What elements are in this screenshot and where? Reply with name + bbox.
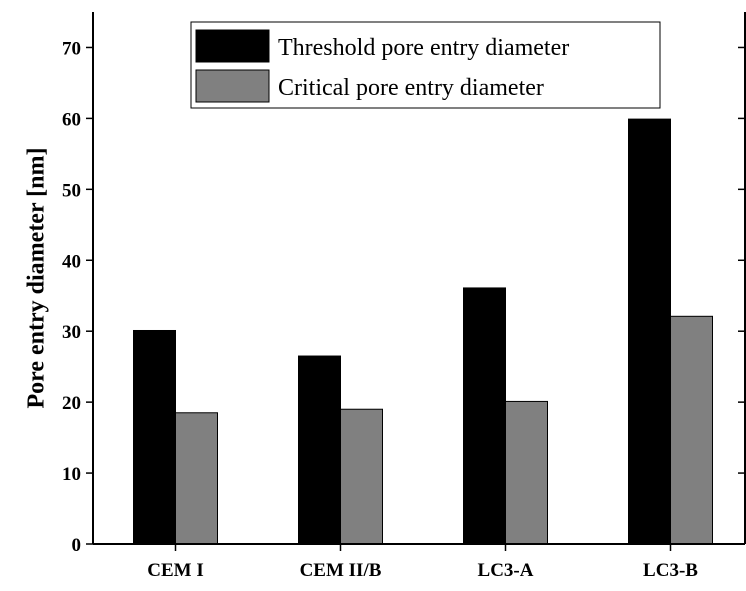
bar [298,355,341,545]
legend-label: Threshold pore entry diameter [278,35,569,61]
bar [505,400,548,545]
bar [670,315,713,545]
y-tick-label: 10 [62,464,81,485]
x-tick-label: CEM I [147,560,203,581]
bar [340,408,383,545]
legend-label: Critical pore entry diameter [278,75,544,101]
y-tick-label: 0 [72,535,82,556]
y-tick-label: 20 [62,393,81,414]
y-tick-label: 50 [62,180,81,201]
x-tick-label: LC3-A [478,560,534,581]
bar [463,287,506,545]
y-tick-label: 30 [62,322,81,343]
x-tick-label: LC3-B [643,560,698,581]
legend-swatch [195,29,270,63]
y-tick-label: 70 [62,38,81,59]
y-tick-label: 60 [62,109,81,130]
bar [628,118,671,545]
bar [133,329,176,545]
bar [175,412,218,545]
legend-swatch [195,69,270,103]
x-tick-label: CEM II/B [300,560,382,581]
y-tick-label: 40 [62,251,81,272]
y-axis-label: Pore entry diameter [nm] [24,147,50,408]
